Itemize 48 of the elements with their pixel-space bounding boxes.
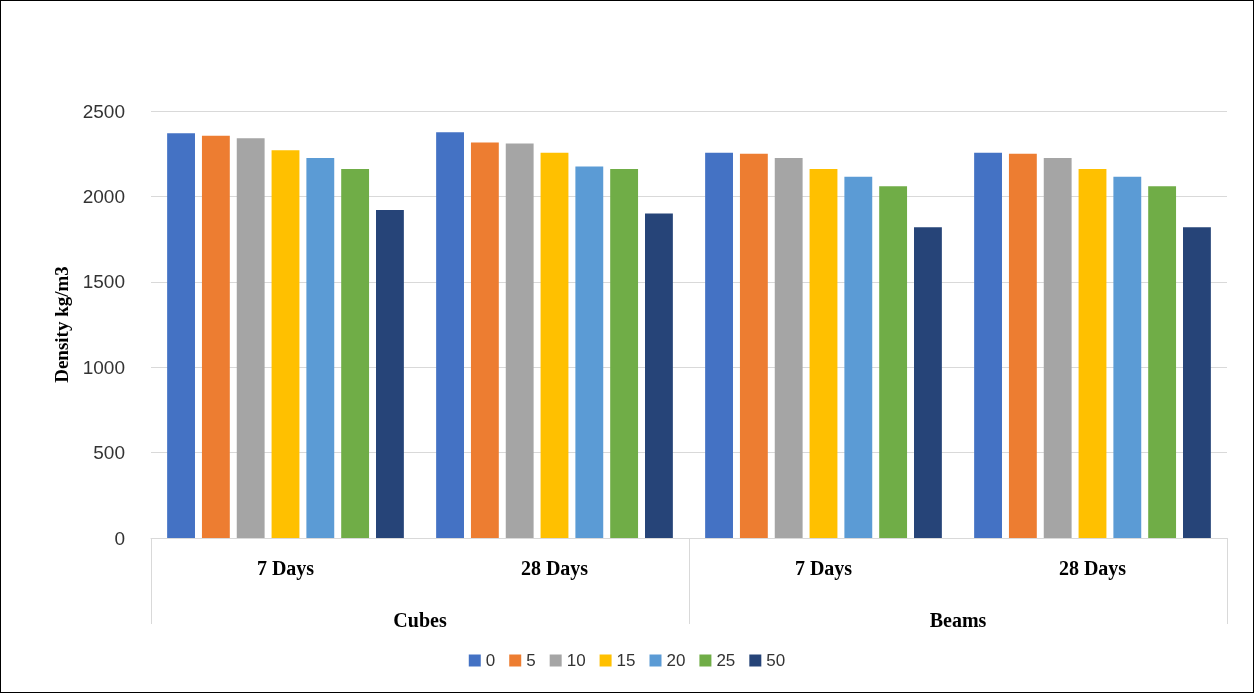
y-tick-label: 0: [114, 527, 125, 549]
bar: [271, 150, 300, 538]
bar: [505, 143, 534, 538]
bar: [774, 157, 803, 538]
x-tick-label: 7 Days: [256, 557, 315, 580]
y-tick-label: 1500: [82, 271, 125, 293]
legend-label: 50: [766, 651, 786, 670]
bar: [809, 169, 838, 538]
bar: [540, 152, 569, 538]
bar: [1183, 227, 1211, 538]
legend-label: 10: [566, 651, 586, 670]
bar: [341, 169, 370, 538]
bar: [1008, 153, 1037, 538]
y-tick-label: 500: [93, 442, 125, 464]
bar: [306, 157, 335, 538]
y-tick-label: 2500: [82, 100, 125, 122]
bar: [236, 138, 265, 538]
bar: [739, 153, 768, 538]
legend-label: 15: [616, 651, 636, 670]
x-tick-label: 28 Days: [1058, 557, 1127, 580]
y-tick-label: 1000: [82, 356, 125, 378]
legend-label: 5: [526, 651, 536, 670]
bar: [436, 132, 464, 538]
bar: [645, 213, 673, 538]
bar: [974, 152, 1002, 538]
bar: [1078, 169, 1107, 538]
bar: [914, 227, 942, 538]
bar: [610, 169, 639, 538]
bar: [705, 152, 733, 538]
text: Beams: [929, 609, 987, 631]
bar: [1113, 176, 1142, 538]
y-axis-title: Density kg/m3: [51, 266, 72, 383]
legend-label: 0: [485, 651, 496, 670]
x-tick-label: 28 Days: [520, 557, 589, 580]
bar: [1148, 186, 1177, 538]
bar: [167, 133, 195, 538]
legend-label: 20: [666, 651, 686, 670]
bar: [1043, 157, 1072, 538]
legend-label: 25: [716, 651, 736, 670]
bar: [376, 210, 404, 538]
text: Cubes: [393, 609, 447, 631]
bar: [201, 135, 230, 538]
x-tick-label: 7 Days: [794, 557, 853, 580]
y-tick-label: 2000: [82, 185, 125, 207]
bar: [879, 186, 908, 538]
bar: [844, 176, 873, 538]
bar: [575, 166, 604, 538]
bar: [470, 142, 499, 538]
